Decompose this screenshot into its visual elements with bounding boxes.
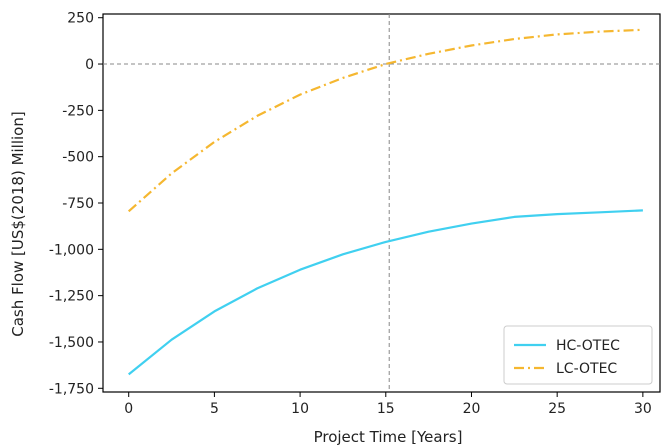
legend-box — [503, 325, 653, 385]
legend-label-hc-otec: HC-OTEC — [556, 338, 620, 354]
y-tick-label: -1,500 — [49, 335, 94, 351]
y-tick-label: 0 — [85, 57, 94, 73]
x-axis: 0 5 10 15 20 25 30 — [124, 392, 652, 417]
x-axis-label: Project Time [Years] — [314, 428, 463, 446]
y-tick-label: -1,750 — [49, 381, 94, 397]
y-tick-label: 250 — [67, 11, 94, 27]
x-tick-label: 0 — [124, 401, 133, 417]
legend: HC-OTEC LC-OTEC — [503, 325, 653, 385]
y-axis-label: Cash Flow [US$(2018) Million] — [9, 111, 27, 336]
y-tick-label: -250 — [62, 103, 94, 119]
x-tick-label: 15 — [377, 401, 395, 417]
y-axis: 250 0 -250 -500 -750 -1,000 -1,250 -1,500 -1,750 — [49, 11, 103, 397]
series-line-hc-otec — [128, 209, 643, 376]
x-tick-label: 20 — [463, 401, 481, 417]
y-tick-label: -750 — [62, 196, 94, 212]
y-tick-label: -1,250 — [49, 289, 94, 305]
series-layer — [127, 28, 643, 376]
y-tick-label: -1,000 — [49, 242, 94, 258]
legend-label-lc-otec: LC-OTEC — [556, 361, 617, 377]
reference-lines — [103, 14, 660, 392]
x-tick-label: 5 — [210, 401, 219, 417]
x-tick-label: 30 — [634, 401, 652, 417]
x-tick-label: 25 — [548, 401, 566, 417]
x-tick-label: 10 — [291, 401, 309, 417]
y-tick-label: -500 — [62, 150, 94, 166]
